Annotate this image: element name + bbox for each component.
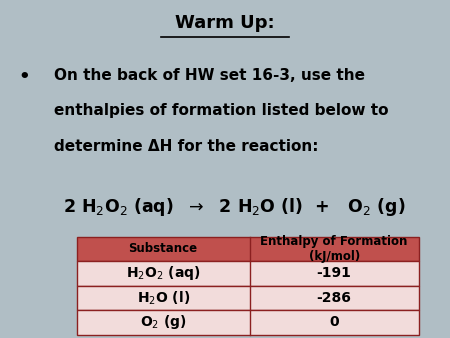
Text: •: • — [18, 68, 30, 86]
Text: H$_2$O$_2$ (aq): H$_2$O$_2$ (aq) — [126, 264, 200, 282]
Text: -191: -191 — [317, 266, 351, 280]
Text: Substance: Substance — [129, 242, 198, 255]
Text: 2 H$_2$O$_2$ (aq)  $\rightarrow$  2 H$_2$O (l)  +   O$_2$ (g): 2 H$_2$O$_2$ (aq) $\rightarrow$ 2 H$_2$O… — [63, 196, 405, 218]
Text: determine ΔH for the reaction:: determine ΔH for the reaction: — [54, 139, 319, 153]
FancyBboxPatch shape — [76, 237, 418, 261]
Text: O$_2$ (g): O$_2$ (g) — [140, 313, 186, 331]
FancyBboxPatch shape — [76, 261, 418, 286]
FancyBboxPatch shape — [76, 286, 418, 310]
Text: Warm Up:: Warm Up: — [175, 14, 275, 31]
Text: On the back of HW set 16-3, use the: On the back of HW set 16-3, use the — [54, 68, 365, 82]
FancyBboxPatch shape — [76, 310, 418, 335]
Text: H$_2$O (l): H$_2$O (l) — [136, 289, 190, 307]
Text: Enthalpy of Formation
(kJ/mol): Enthalpy of Formation (kJ/mol) — [261, 235, 408, 263]
Text: 0: 0 — [329, 315, 339, 329]
Text: -286: -286 — [317, 291, 351, 305]
Text: enthalpies of formation listed below to: enthalpies of formation listed below to — [54, 103, 388, 118]
